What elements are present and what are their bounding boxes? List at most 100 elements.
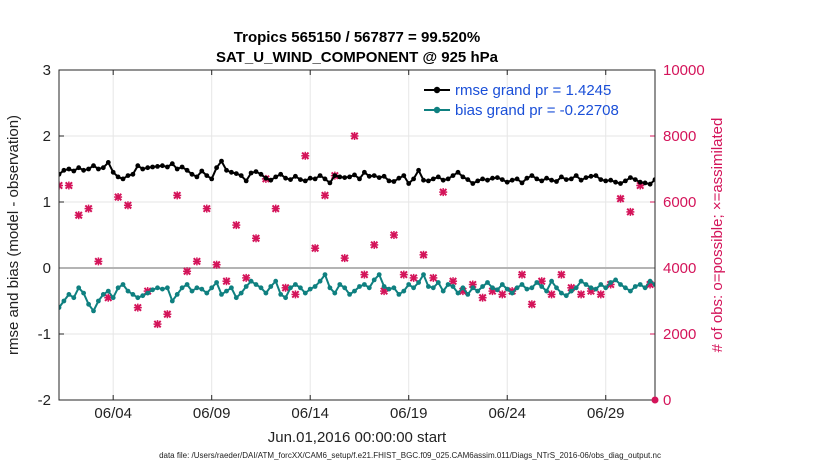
bias-point <box>815 271 820 276</box>
obs-marker <box>557 270 566 279</box>
rmse-point <box>184 167 190 173</box>
bias-point <box>243 284 249 289</box>
y-left-tick-label: -2 <box>38 392 51 409</box>
bias-point <box>440 288 446 294</box>
obs-marker <box>281 283 290 292</box>
bias-point <box>771 276 776 281</box>
bias-point <box>593 286 599 292</box>
obs-marker <box>804 271 812 279</box>
rmse-point <box>736 176 741 181</box>
rmse-point <box>411 176 416 182</box>
rmse-point <box>470 181 476 186</box>
bias-point <box>697 285 702 290</box>
rmse-point <box>401 173 407 179</box>
bias-point <box>514 285 520 291</box>
rmse-point <box>155 164 160 169</box>
rmse-point <box>682 172 687 177</box>
rmse-point <box>105 160 111 165</box>
bias-point <box>652 282 655 287</box>
rmse-point <box>697 175 702 180</box>
bias-point <box>76 285 82 291</box>
rmse-point <box>499 177 505 183</box>
rmse-point <box>800 173 805 178</box>
bias-point <box>283 295 288 301</box>
bias-point <box>741 278 746 283</box>
obs-marker <box>360 270 369 279</box>
x-tick-label: 06/09 <box>193 405 231 422</box>
bias-series <box>59 271 820 314</box>
y-left-tick-label: 0 <box>43 260 51 277</box>
rmse-point <box>416 167 421 173</box>
bias-point <box>179 285 185 291</box>
rmse-point <box>795 180 800 185</box>
bias-point <box>253 282 259 287</box>
rmse-point <box>258 171 264 177</box>
obs-marker <box>449 277 458 286</box>
bias-point <box>568 288 574 294</box>
rmse-point <box>746 180 751 185</box>
obs-marker <box>74 211 83 220</box>
obs-marker <box>784 281 792 289</box>
bias-point <box>273 278 279 284</box>
bias-point <box>632 284 638 289</box>
obs-marker <box>547 290 556 299</box>
bias-point <box>736 276 741 281</box>
bias-point <box>554 285 559 291</box>
rmse-point <box>327 180 333 186</box>
rmse-point <box>455 169 461 175</box>
bias-point <box>583 282 589 287</box>
bias-point <box>357 284 362 289</box>
rmse-point <box>544 175 549 181</box>
rmse-point <box>120 176 126 182</box>
obs-marker <box>242 273 251 282</box>
rmse-point <box>238 173 244 179</box>
obs-marker <box>764 188 772 196</box>
obs-marker <box>114 193 123 202</box>
bias-point <box>499 282 505 287</box>
rmse-point <box>391 179 397 184</box>
rmse-point <box>199 168 205 174</box>
obs-marker <box>656 281 664 289</box>
bias-point <box>224 288 229 294</box>
bias-point <box>366 285 372 291</box>
obs-marker <box>301 151 310 160</box>
bias-point <box>519 282 525 287</box>
rmse-point <box>647 181 653 187</box>
obs-marker <box>685 178 693 186</box>
rmse-point <box>421 177 426 183</box>
bias-point <box>317 278 323 284</box>
obs-marker <box>814 277 822 285</box>
bias-point <box>573 285 579 291</box>
rmse-point <box>160 163 165 169</box>
bias-point <box>302 290 308 296</box>
bias-point <box>189 288 195 294</box>
bias-point <box>91 308 96 314</box>
obs-marker <box>183 267 192 276</box>
rmse-point <box>578 177 584 183</box>
bias-point <box>214 280 220 285</box>
rmse-point <box>485 177 490 183</box>
bias-point <box>549 278 554 284</box>
bias-point <box>362 282 367 287</box>
rmse-point <box>169 161 175 167</box>
bias-point <box>430 285 436 291</box>
rmse-point <box>263 175 269 181</box>
x-tick-labels: 06/04 06/09 06/14 06/19 06/24 06/29 <box>94 405 624 422</box>
rmse-point <box>293 173 298 179</box>
rmse-point <box>791 176 796 181</box>
bias-point <box>613 277 618 283</box>
obs-marker <box>725 211 733 219</box>
bias-point <box>278 292 284 297</box>
obs-edge-marker <box>651 396 659 404</box>
legend-rmse-label: rmse grand pr = 1.4245 <box>455 82 611 99</box>
bias-point <box>391 285 397 291</box>
bias-point <box>647 278 653 284</box>
rmse-point <box>209 176 215 182</box>
bias-point <box>786 279 791 284</box>
bias-point <box>352 288 357 294</box>
obs-marker <box>409 273 418 282</box>
obs-marker <box>695 195 703 203</box>
rmse-point <box>663 179 668 184</box>
bias-point <box>401 288 407 294</box>
x-axis-label: Jun.01,2016 00:00:00 start <box>268 429 447 446</box>
